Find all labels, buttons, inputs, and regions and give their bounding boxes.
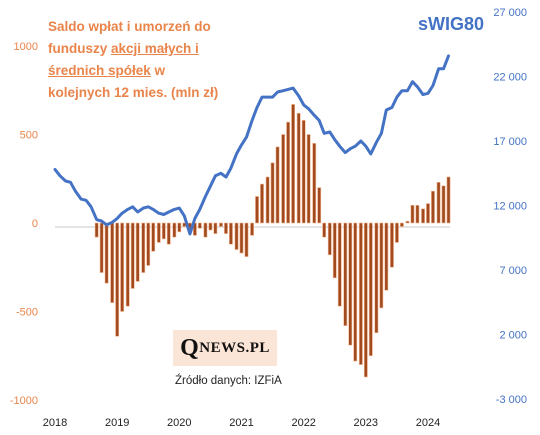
bar-41 xyxy=(306,134,311,224)
bar-4 xyxy=(115,222,120,337)
title-link-akcji: akcji małych i xyxy=(111,41,199,56)
bar-35 xyxy=(275,146,280,224)
x-tick-2021: 2021 xyxy=(229,417,253,429)
y-right-tick-0: 27 000 xyxy=(493,7,527,19)
bar-0 xyxy=(94,222,99,238)
source-note: Źródło danych: IZFiA xyxy=(175,375,282,387)
bar-23 xyxy=(213,222,218,234)
bar-50 xyxy=(353,222,358,362)
y-right-tick-6: -3 000 xyxy=(496,394,527,406)
bar-14 xyxy=(166,222,171,245)
chart-title: Saldo wpłat i umorzeń do funduszy akcji m… xyxy=(48,19,219,100)
bar-43 xyxy=(317,187,322,224)
y-right-tick-4: 7 000 xyxy=(499,265,527,277)
bar-12 xyxy=(156,222,161,243)
bar-45 xyxy=(327,222,332,256)
bar-51 xyxy=(358,222,363,365)
x-tick-2019: 2019 xyxy=(105,417,129,429)
bar-9 xyxy=(141,222,146,273)
bar-3 xyxy=(110,222,115,303)
bar-7 xyxy=(130,222,135,289)
bar-11 xyxy=(151,222,156,252)
bar-30 xyxy=(250,222,254,236)
bar-16 xyxy=(177,222,182,233)
bar-39 xyxy=(296,112,301,224)
qnews-logo: Q NEWS.PL xyxy=(173,330,277,366)
bar-56 xyxy=(384,222,389,291)
bar-10 xyxy=(146,222,151,266)
bar-47 xyxy=(337,222,342,307)
bar-53 xyxy=(368,222,373,357)
y-right-tick-3: 12 000 xyxy=(493,201,527,213)
bar-24 xyxy=(219,222,223,227)
bar-5 xyxy=(120,222,125,312)
bar-40 xyxy=(301,120,306,224)
x-tick-2022: 2022 xyxy=(291,417,315,429)
bar-20 xyxy=(197,222,202,229)
y-right-tick-5: 2 000 xyxy=(499,330,527,342)
x-tick-2018: 2018 xyxy=(43,417,67,429)
bar-67 xyxy=(441,185,446,224)
bar-36 xyxy=(281,134,286,224)
bar-27 xyxy=(234,222,239,250)
x-tick-2024: 2024 xyxy=(416,417,440,429)
bar-29 xyxy=(244,222,249,257)
bar-42 xyxy=(312,143,317,224)
bar-37 xyxy=(286,121,291,224)
y-left-tick-2: 0 xyxy=(32,218,38,230)
bar-65 xyxy=(431,190,435,224)
bar-28 xyxy=(239,222,244,254)
bar-31 xyxy=(255,196,259,224)
bar-48 xyxy=(343,222,348,326)
bar-68 xyxy=(446,176,451,224)
y-left-tick-3: -500 xyxy=(16,307,38,319)
bar-63 xyxy=(421,208,425,224)
bar-15 xyxy=(172,222,177,238)
bar-13 xyxy=(161,222,166,240)
x-axis-ticks: 2018 2019 2020 2021 2022 2023 2024 xyxy=(43,417,440,429)
title-link-srednich: średnich spółek xyxy=(48,63,151,78)
bar-57 xyxy=(390,222,394,268)
y-right-tick-2: 17 000 xyxy=(493,136,527,148)
series-label-swig80: sWIG80 xyxy=(418,14,485,34)
bar-49 xyxy=(348,222,353,346)
bar-25 xyxy=(224,222,228,234)
bar-2 xyxy=(104,222,109,284)
y-right-tick-1: 22 000 xyxy=(493,72,527,84)
y-left-tick-4: -1000 xyxy=(10,395,38,407)
bar-46 xyxy=(332,222,337,279)
bar-60 xyxy=(405,220,410,224)
line-series-swig80 xyxy=(53,54,450,236)
bar-54 xyxy=(374,222,379,334)
bar-61 xyxy=(410,205,415,224)
bar-series-saldo xyxy=(94,104,451,378)
x-tick-2023: 2023 xyxy=(354,417,378,429)
bar-6 xyxy=(125,222,130,307)
x-tick-2020: 2020 xyxy=(167,417,191,429)
bar-38 xyxy=(291,104,296,224)
bar-66 xyxy=(436,181,441,224)
bar-58 xyxy=(395,222,399,243)
y-axis-right-ticks: 27 000 22 000 17 000 12 000 7 000 2 000 -3 000 xyxy=(493,7,527,406)
bar-44 xyxy=(322,222,327,238)
y-left-tick-1: 500 xyxy=(20,130,38,142)
bar-62 xyxy=(415,205,420,224)
bar-8 xyxy=(135,222,140,282)
bar-26 xyxy=(229,222,233,245)
bar-32 xyxy=(260,183,264,224)
bar-1 xyxy=(99,222,104,273)
bar-22 xyxy=(208,222,213,231)
bar-21 xyxy=(203,222,208,238)
bar-59 xyxy=(399,222,404,227)
bar-33 xyxy=(265,176,270,224)
bar-34 xyxy=(270,162,275,224)
bar-64 xyxy=(426,203,430,224)
y-axis-left-ticks: 1000 500 0 -500 -1000 xyxy=(10,41,38,407)
y-left-tick-0: 1000 xyxy=(14,41,38,53)
bar-52 xyxy=(363,222,368,378)
bar-55 xyxy=(379,222,384,309)
